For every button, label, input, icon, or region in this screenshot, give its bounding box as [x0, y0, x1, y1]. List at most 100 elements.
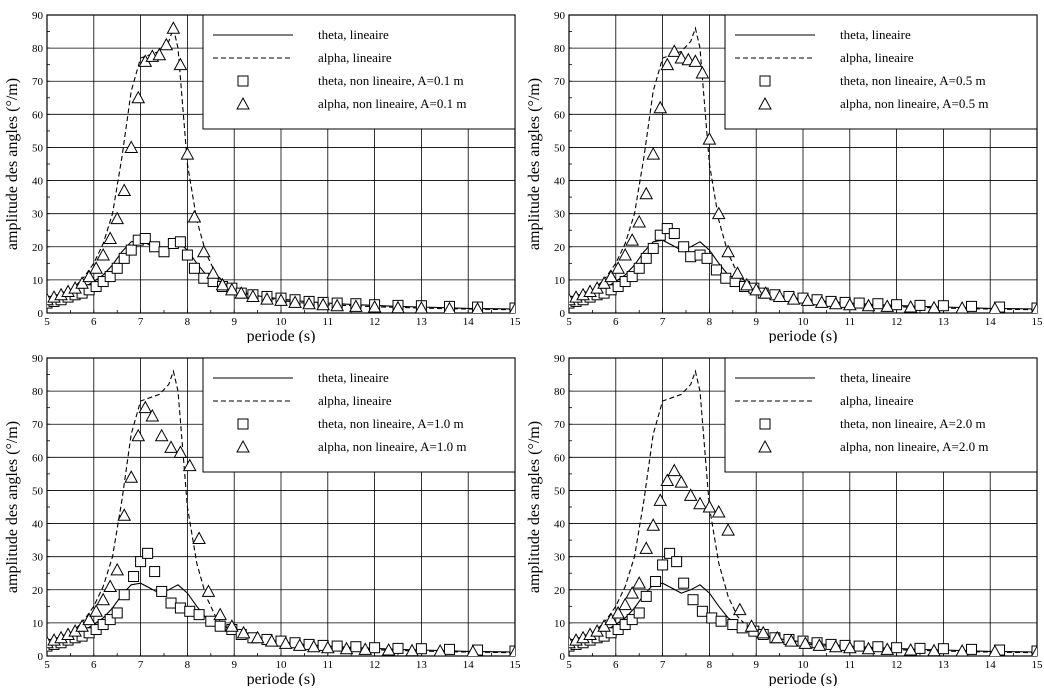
data-point-square: [914, 299, 926, 311]
data-point-triangle: [1031, 645, 1037, 656]
data-point-triangle: [180, 147, 195, 160]
y-tick-label: 50: [554, 485, 566, 497]
data-point-triangle: [124, 140, 139, 153]
data-point-square: [142, 547, 154, 559]
data-point-triangle: [772, 289, 787, 302]
legend-entry: theta, lineaire: [318, 27, 389, 42]
data-point-triangle: [75, 619, 89, 632]
legend-entry: alpha, non lineaire, A=0.1 m: [318, 96, 467, 111]
x-tick-label: 7: [660, 659, 666, 671]
x-tick-label: 15: [1032, 659, 1044, 671]
y-tick-label: 90: [554, 10, 566, 22]
legend-entry: theta, lineaire: [840, 27, 911, 42]
x-tick-label: 6: [613, 316, 619, 328]
data-point-square: [118, 589, 130, 601]
data-point-triangle: [225, 282, 239, 296]
data-point-triangle: [880, 299, 895, 312]
data-point-triangle: [509, 302, 515, 313]
x-axis-label: periode (s): [247, 671, 316, 686]
data-point-triangle: [732, 602, 747, 616]
y-tick-label: 70: [32, 76, 44, 88]
data-point-square: [626, 271, 638, 283]
legend-swatch-square: [759, 418, 771, 430]
data-point-square: [104, 614, 116, 626]
data-point-triangle: [236, 625, 251, 639]
data-point-square: [125, 244, 137, 256]
data-point-square: [633, 262, 645, 274]
data-point-square: [158, 246, 170, 258]
legend-entry: theta, non lineaire, A=1.0 m: [318, 416, 464, 431]
data-point-triangle: [639, 541, 654, 554]
data-point-triangle: [688, 54, 703, 67]
x-tick-label: 12: [369, 316, 380, 328]
data-point-square: [664, 547, 676, 559]
data-point-triangle: [695, 65, 710, 79]
data-point-square: [626, 614, 638, 626]
y-tick-label: 20: [554, 242, 566, 254]
y-tick-label: 40: [554, 176, 566, 188]
legend: theta, lineaire alpha, lineaire theta, non…: [202, 14, 516, 130]
x-tick-label: 14: [985, 659, 997, 671]
x-tick-label: 7: [660, 316, 666, 328]
legend-swatch-triangle: [236, 439, 250, 453]
data-point-triangle: [812, 638, 827, 651]
legend: theta, lineaire alpha, lineaire theta, non…: [724, 357, 1038, 473]
data-point-triangle: [1031, 302, 1037, 313]
data-point-square: [128, 571, 140, 583]
data-point-square: [650, 576, 662, 587]
data-point-triangle: [814, 295, 829, 308]
legend-entry: alpha, non lineaire, A=0.5 m: [840, 96, 989, 111]
x-tick-label: 14: [985, 316, 997, 328]
data-point-square: [165, 597, 177, 609]
x-tick-label: 13: [416, 659, 428, 671]
data-point-triangle: [667, 463, 682, 477]
data-point-triangle: [828, 639, 843, 653]
y-tick-label: 40: [554, 519, 566, 531]
data-point-square: [937, 643, 949, 655]
data-point-square: [965, 643, 977, 655]
x-tick-label: 7: [138, 316, 144, 328]
data-point-square: [891, 642, 903, 654]
x-tick-label: 15: [510, 316, 522, 328]
data-point-square: [872, 641, 884, 653]
data-point-square: [701, 252, 713, 264]
data-point-triangle: [653, 100, 668, 114]
legend-box: [202, 14, 516, 130]
data-point-triangle: [702, 132, 717, 145]
x-tick-label: 7: [138, 659, 144, 671]
data-point-square: [678, 241, 690, 253]
y-tick-label: 60: [32, 452, 44, 464]
legend-entry: theta, lineaire: [318, 370, 389, 385]
series-group: [47, 21, 515, 313]
data-point-triangle: [955, 300, 969, 313]
x-tick-label: 10: [276, 316, 288, 328]
data-point-triangle: [749, 282, 764, 296]
data-point-triangle: [213, 607, 228, 621]
y-tick-label: 80: [554, 43, 566, 55]
legend-swatch-square: [759, 75, 771, 87]
data-point-triangle: [264, 634, 279, 647]
data-point-triangle: [117, 183, 132, 196]
legend-entry: alpha, lineaire: [840, 393, 914, 408]
x-tick-label: 15: [510, 659, 522, 671]
data-point-triangle: [82, 612, 96, 626]
data-point-triangle: [154, 428, 169, 442]
y-axis-label: amplitude des angles (°/m): [526, 78, 543, 250]
legend-entry: theta, lineaire: [840, 370, 911, 385]
x-tick-label: 13: [938, 316, 950, 328]
y-tick-label: 90: [554, 353, 566, 365]
data-point-triangle: [215, 277, 230, 291]
data-point-triangle: [339, 641, 354, 655]
data-point-square: [853, 640, 865, 652]
chart-panel-3: 5 6 7 8 9 10 11 12 13 14 15 0 10 20 30 40 50 60 70 80 90 peri…: [0, 343, 522, 688]
data-point-triangle: [138, 400, 153, 414]
data-point-triangle: [739, 277, 754, 291]
data-point-triangle: [110, 562, 125, 576]
y-tick-label: 20: [554, 585, 566, 597]
data-point-square: [872, 298, 884, 310]
x-tick-label: 9: [231, 659, 237, 671]
data-point-square: [640, 252, 652, 264]
data-point-triangle: [330, 298, 345, 312]
data-point-triangle: [611, 605, 625, 619]
